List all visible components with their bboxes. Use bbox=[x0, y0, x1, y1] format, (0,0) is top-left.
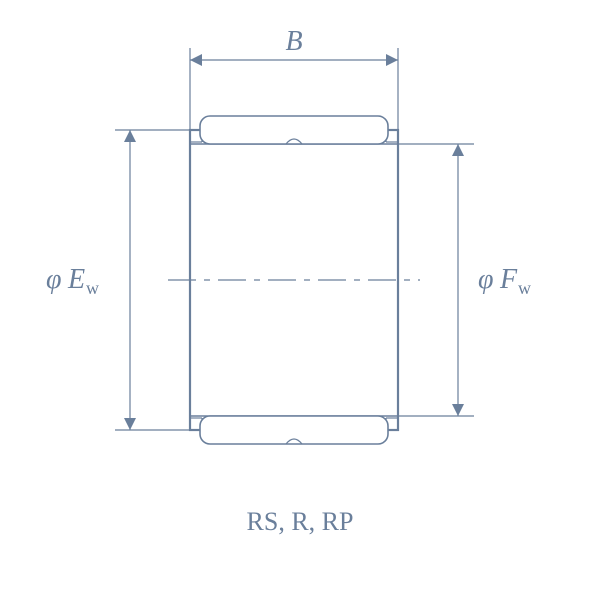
arrowhead bbox=[124, 418, 136, 430]
label: F bbox=[499, 264, 518, 295]
label-Ew: φEw bbox=[46, 264, 99, 298]
label: E bbox=[67, 264, 85, 295]
arrowhead bbox=[190, 54, 202, 66]
label-B: B bbox=[285, 26, 302, 57]
roller-bottom bbox=[200, 416, 388, 444]
label-Fw: φFw bbox=[478, 264, 531, 298]
caption: RS, R, RP bbox=[247, 507, 354, 536]
arrowhead bbox=[452, 404, 464, 416]
label: φ bbox=[478, 264, 494, 295]
label-Ew-sub: w bbox=[86, 278, 99, 298]
arrowhead bbox=[386, 54, 398, 66]
label-Fw-sub: w bbox=[518, 278, 531, 298]
arrowhead bbox=[452, 144, 464, 156]
roller-top bbox=[200, 116, 388, 144]
label: φ bbox=[46, 264, 62, 295]
arrowhead bbox=[124, 130, 136, 142]
